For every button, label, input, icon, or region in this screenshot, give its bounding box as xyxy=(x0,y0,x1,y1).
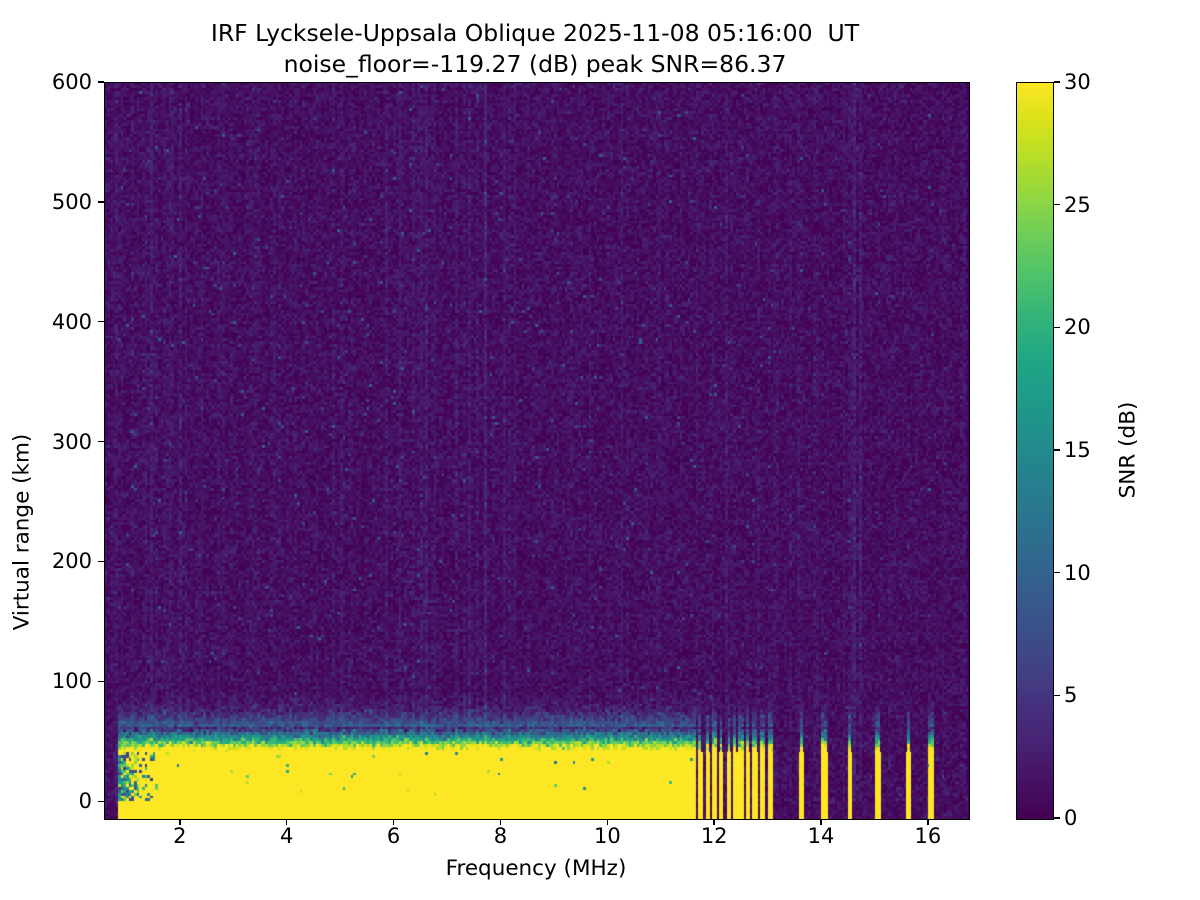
y-tick-label: 300 xyxy=(51,429,92,454)
y-tick-label: 500 xyxy=(51,189,92,214)
colorbar-tick-label: 5 xyxy=(1064,683,1078,708)
y-tick-mark xyxy=(98,81,104,83)
x-tick-mark xyxy=(606,819,609,825)
y-tick-mark xyxy=(98,800,104,802)
y-tick-mark xyxy=(98,321,104,323)
x-tick-label: 16 xyxy=(914,824,942,848)
y-tick-label: 0 xyxy=(78,789,92,814)
colorbar-tick-label: 0 xyxy=(1064,806,1078,830)
y-tick-label: 200 xyxy=(51,549,92,574)
x-tick-mark xyxy=(713,819,715,825)
x-tick-label: 6 xyxy=(386,824,401,848)
x-tick-mark xyxy=(286,819,288,825)
colorbar-tick-mark xyxy=(1054,694,1060,697)
page-title: IRF Lycksele-Uppsala Oblique 2025-11-08 … xyxy=(0,18,1070,79)
heatmap-axes xyxy=(104,82,970,820)
x-tick-label: 8 xyxy=(493,824,508,848)
colorbar xyxy=(1016,82,1054,820)
x-tick-mark xyxy=(927,819,929,825)
colorbar-tick-label: 20 xyxy=(1064,315,1091,340)
y-tick-mark xyxy=(98,201,104,203)
y-axis-label-wrap: Virtual range (km) xyxy=(10,82,35,818)
colorbar-tick-label: 10 xyxy=(1064,560,1091,585)
x-tick-label: 10 xyxy=(593,824,621,848)
x-tick-label: 4 xyxy=(280,824,294,848)
x-tick-mark xyxy=(499,819,502,825)
title-line-1: IRF Lycksele-Uppsala Oblique 2025-11-08 … xyxy=(210,19,860,47)
y-tick-mark xyxy=(98,440,104,443)
y-tick-mark xyxy=(98,560,104,563)
x-axis-label: Frequency (MHz) xyxy=(445,856,627,881)
y-axis-label: Virtual range (km) xyxy=(9,433,35,631)
x-tick-mark xyxy=(392,819,395,825)
colorbar-tick-label: 30 xyxy=(1064,70,1091,94)
ionogram-heatmap xyxy=(105,83,969,819)
colorbar-tick-mark xyxy=(1054,203,1060,206)
x-tick-label: 14 xyxy=(807,824,835,848)
y-tick-label: 100 xyxy=(51,669,92,694)
x-tick-label: 2 xyxy=(173,824,187,848)
y-tick-label: 400 xyxy=(51,309,92,334)
x-tick-mark xyxy=(820,819,822,825)
colorbar-tick-label: 15 xyxy=(1064,438,1091,462)
x-tick-label: 12 xyxy=(700,824,728,848)
colorbar-tick-mark xyxy=(1054,81,1060,83)
colorbar-tick-mark xyxy=(1054,326,1060,329)
colorbar-tick-mark xyxy=(1054,449,1060,451)
y-tick-mark xyxy=(98,680,104,683)
x-tick-mark xyxy=(179,819,181,825)
colorbar-gradient xyxy=(1017,83,1053,819)
colorbar-label: SNR (dB) xyxy=(1115,401,1141,499)
colorbar-tick-mark xyxy=(1054,571,1060,574)
title-line-2: noise_floor=-119.27 (dB) peak SNR=86.37 xyxy=(283,49,787,78)
colorbar-tick-mark xyxy=(1054,817,1060,819)
y-tick-label: 600 xyxy=(51,70,92,94)
colorbar-tick-label: 25 xyxy=(1064,192,1091,217)
